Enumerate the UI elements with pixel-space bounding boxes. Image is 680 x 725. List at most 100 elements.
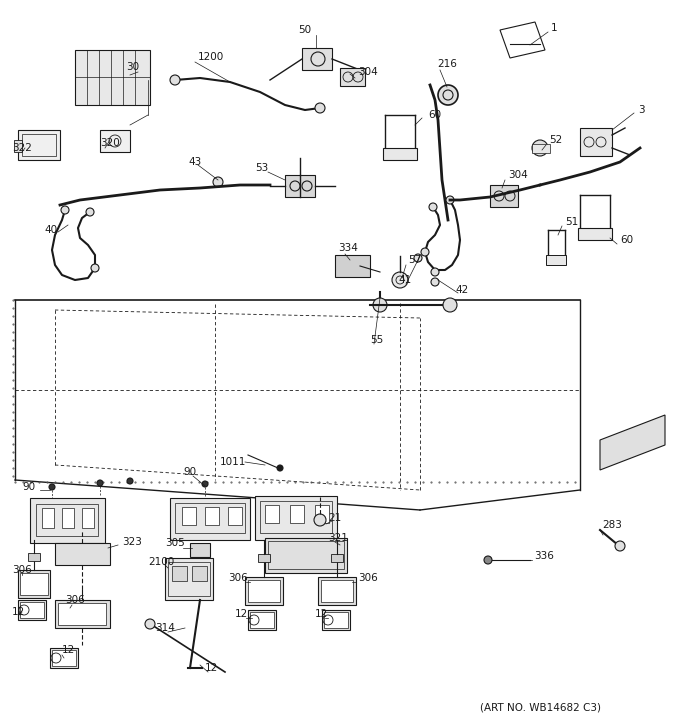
Circle shape (429, 203, 437, 211)
Bar (580, 128, 612, 156)
Bar (546, 255, 566, 265)
Bar (248, 580, 280, 602)
Circle shape (170, 75, 180, 85)
Circle shape (414, 254, 422, 262)
Bar (228, 507, 242, 525)
Text: 12: 12 (205, 663, 218, 673)
Bar (331, 554, 343, 562)
Bar (50, 648, 78, 668)
Bar (265, 505, 279, 523)
Text: 304: 304 (358, 67, 378, 77)
Text: 55: 55 (370, 335, 384, 345)
Circle shape (61, 206, 69, 214)
Bar (532, 144, 550, 153)
Text: 53: 53 (255, 163, 268, 173)
Text: (ART NO. WB14682 C3): (ART NO. WB14682 C3) (480, 703, 601, 713)
Bar (18, 600, 46, 620)
Bar (18, 570, 50, 598)
Circle shape (97, 480, 103, 486)
Bar (168, 562, 210, 596)
Bar (315, 505, 329, 523)
Text: 41: 41 (398, 275, 411, 285)
Bar (55, 600, 110, 628)
Bar (258, 554, 270, 562)
Text: 322: 322 (12, 143, 32, 153)
Polygon shape (600, 415, 665, 470)
Circle shape (202, 481, 208, 487)
Bar (383, 148, 417, 160)
Circle shape (431, 278, 439, 286)
Text: 57: 57 (408, 255, 421, 265)
Text: 40: 40 (44, 225, 57, 235)
Text: 1200: 1200 (198, 52, 224, 62)
Circle shape (213, 177, 223, 187)
Circle shape (392, 272, 408, 288)
Text: 305: 305 (165, 538, 185, 548)
Text: 42: 42 (455, 285, 469, 295)
Text: 283: 283 (602, 520, 622, 530)
Bar (82, 508, 94, 528)
Circle shape (438, 85, 458, 105)
Circle shape (484, 556, 492, 564)
Bar (192, 566, 207, 581)
Text: 12: 12 (315, 609, 328, 619)
Bar (290, 505, 304, 523)
Text: 334: 334 (338, 243, 358, 253)
Circle shape (314, 514, 326, 526)
Text: 306: 306 (65, 595, 85, 605)
Bar (18, 130, 60, 160)
Bar (324, 612, 348, 628)
Bar (182, 507, 196, 525)
Bar (318, 577, 356, 605)
Bar (172, 566, 187, 581)
Text: 43: 43 (188, 157, 201, 167)
Bar (322, 610, 350, 630)
Text: 2100: 2100 (148, 557, 174, 567)
Text: 306: 306 (12, 565, 32, 575)
Text: 320: 320 (100, 138, 120, 148)
Bar (14, 140, 22, 152)
Bar (55, 543, 110, 565)
Circle shape (443, 298, 457, 312)
Bar (285, 175, 315, 197)
Circle shape (145, 619, 155, 629)
Bar (170, 498, 250, 540)
Bar (245, 577, 283, 605)
Text: 321: 321 (328, 533, 348, 543)
Bar (30, 498, 105, 543)
Bar (205, 507, 219, 525)
Circle shape (277, 465, 283, 471)
Bar (75, 50, 150, 105)
Bar (28, 553, 40, 561)
Text: 304: 304 (508, 170, 528, 180)
Text: 52: 52 (549, 135, 562, 145)
Circle shape (315, 103, 325, 113)
Circle shape (49, 484, 55, 490)
Text: 336: 336 (534, 551, 554, 561)
Bar (175, 503, 245, 533)
Bar (165, 558, 213, 600)
Bar (190, 543, 210, 557)
Text: 30: 30 (126, 62, 139, 72)
Bar (340, 68, 365, 86)
Bar (255, 496, 337, 540)
Text: 50: 50 (299, 25, 311, 35)
Text: 1011: 1011 (220, 457, 246, 467)
Circle shape (446, 196, 454, 204)
Text: 12: 12 (62, 645, 75, 655)
Text: 12: 12 (12, 607, 25, 617)
Bar (260, 501, 332, 533)
Bar (265, 538, 347, 573)
Bar (250, 612, 274, 628)
Text: 90: 90 (183, 467, 196, 477)
Bar (62, 508, 74, 528)
Bar (268, 541, 344, 569)
Bar (335, 255, 370, 277)
Text: 1: 1 (551, 23, 558, 33)
Text: 306: 306 (358, 573, 378, 583)
Bar (302, 48, 332, 70)
Bar (22, 134, 56, 156)
Circle shape (373, 298, 387, 312)
Bar (58, 603, 106, 625)
Circle shape (127, 478, 133, 484)
